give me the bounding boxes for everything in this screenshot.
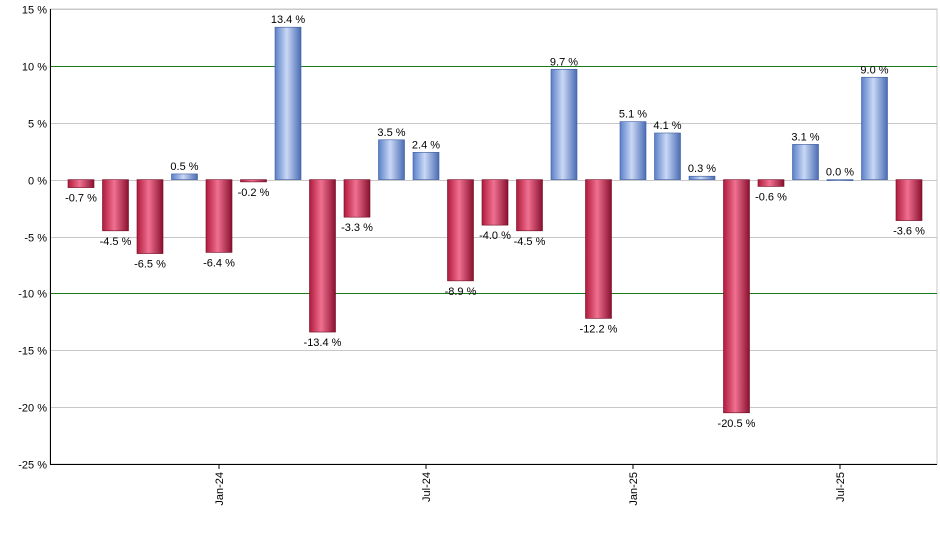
data-label: 3.5 % <box>377 127 405 139</box>
bar <box>136 179 164 254</box>
data-label: 4.1 % <box>653 120 681 132</box>
axes: 15 % 10 % 5 % 0 % -5 % -10 % -15 % -20 % -25 % Ja… <box>18 5 937 506</box>
bar <box>309 179 336 333</box>
y-tick-label: -25 % <box>18 460 47 472</box>
data-label: -0.6 % <box>755 191 787 203</box>
bar <box>585 179 612 319</box>
bar <box>550 68 578 180</box>
data-label: -4.0 % <box>479 230 511 242</box>
data-label: -3.3 % <box>341 222 373 234</box>
bar <box>861 76 888 180</box>
bar <box>826 179 854 181</box>
bar <box>343 179 371 218</box>
y-tick-label: 10 % <box>22 62 47 74</box>
data-label: 2.4 % <box>412 139 440 151</box>
bar <box>274 26 302 180</box>
data-label: -12.2 % <box>580 323 618 335</box>
data-label: 9.7 % <box>550 56 578 68</box>
bar <box>67 179 95 188</box>
data-label: -4.5 % <box>514 236 546 248</box>
y-tick-label: 5 % <box>28 119 47 131</box>
y-tick-label: -10 % <box>18 289 47 301</box>
data-label: 0.3 % <box>688 163 716 175</box>
data-label: -0.7 % <box>65 193 97 205</box>
plot-area <box>49 8 938 465</box>
data-label: -0.2 % <box>238 187 270 199</box>
bar <box>688 175 716 180</box>
bar <box>895 179 923 221</box>
bar <box>412 152 440 180</box>
data-label: -6.4 % <box>203 257 235 269</box>
bar <box>171 173 198 180</box>
bar <box>792 144 819 180</box>
data-label: 13.4 % <box>271 14 305 26</box>
data-label: 9.0 % <box>860 64 888 76</box>
data-label: -20.5 % <box>718 418 756 430</box>
data-label: -13.4 % <box>304 337 342 349</box>
data-label: -8.9 % <box>445 286 477 298</box>
bar <box>481 179 509 226</box>
x-tick-label: Jul-24 <box>421 472 433 502</box>
bar <box>757 179 785 187</box>
data-label: 0.5 % <box>170 161 198 173</box>
data-label: -6.5 % <box>134 259 166 271</box>
bar <box>516 179 543 232</box>
data-label: 0.0 % <box>826 167 854 179</box>
data-label: -4.5 % <box>100 236 132 248</box>
bars <box>67 26 923 414</box>
y-tick-label: 0 % <box>28 176 47 188</box>
bar <box>378 139 405 180</box>
y-tick-label: 15 % <box>22 5 47 17</box>
data-labels: -0.7 %-4.5 %-6.5 %0.5 %-6.4 %-0.2 %13.4 … <box>65 14 925 430</box>
bar <box>447 179 474 282</box>
data-label: 3.1 % <box>791 131 819 143</box>
y-tick-label: -5 % <box>24 233 47 245</box>
y-tick-label: -20 % <box>18 403 47 415</box>
bar <box>205 179 233 253</box>
data-label: 5.1 % <box>619 109 647 121</box>
x-tick-label: Jul-25 <box>835 472 847 502</box>
bar <box>102 179 129 232</box>
bar <box>240 179 267 183</box>
x-tick-label: Jan-25 <box>628 472 640 506</box>
data-label: -3.6 % <box>893 226 925 238</box>
y-tick-label: -15 % <box>18 346 47 358</box>
bar <box>619 121 647 180</box>
bar <box>723 179 750 414</box>
x-tick-label: Jan-24 <box>214 472 226 506</box>
bar <box>654 132 681 180</box>
